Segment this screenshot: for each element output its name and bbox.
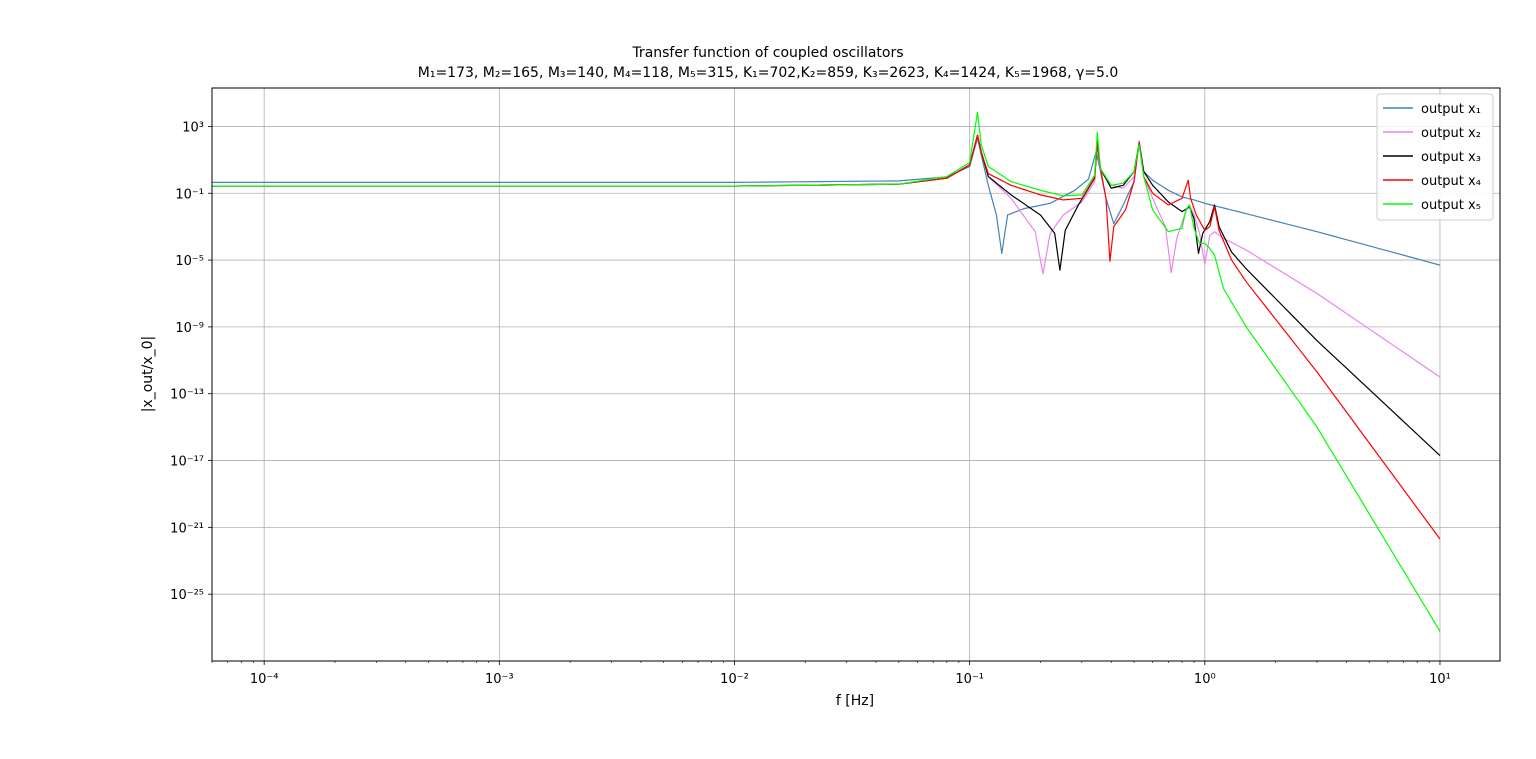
x-tick-label: 10⁻²: [720, 672, 749, 687]
series-line-3: [212, 134, 1441, 456]
x-tick-label: 10⁻⁴: [250, 672, 279, 687]
chart-title: Transfer function of coupled oscillators: [632, 45, 904, 61]
x-tick-label: 10⁻¹: [955, 672, 984, 687]
legend-label: output x₃: [1421, 150, 1481, 165]
legend-label: output x₁: [1421, 102, 1481, 117]
y-tick-label: 10³: [182, 120, 204, 135]
axis-ticks: 10⁻⁴ 10⁻³ 10⁻² 10⁻¹ 10⁰ 10¹ 10³ 10⁻¹ 10⁻⁵ 10⁻⁹ 10⁻…: [170, 120, 1451, 687]
y-tick-label: 10⁻⁵: [175, 254, 204, 269]
y-tick-label: 10⁻¹³: [170, 388, 204, 403]
y-axis-label: |x_out/x_0|: [140, 336, 156, 413]
grid: [212, 88, 1500, 661]
legend-label: output x₂: [1421, 126, 1481, 141]
x-axis-label: f [Hz]: [836, 693, 874, 709]
x-tick-label: 10⁰: [1194, 672, 1216, 687]
x-tick-label: 10¹: [1429, 672, 1451, 687]
y-tick-label: 10⁻¹: [175, 187, 204, 202]
y-tick-label: 10⁻²¹: [170, 521, 204, 536]
y-tick-label: 10⁻⁹: [175, 321, 204, 336]
series-group: [212, 111, 1441, 632]
legend-label: output x₅: [1421, 198, 1481, 213]
series-line-5: [212, 111, 1441, 632]
plot-area-frame: [211, 87, 1501, 662]
legend: output x₁ output x₂ output x₃ output x₄ outp…: [1376, 93, 1494, 221]
y-tick-label: 10⁻²⁵: [170, 588, 204, 603]
series-line-1: [212, 137, 1441, 266]
y-tick-label: 10⁻¹⁷: [170, 455, 204, 470]
series-line-4: [212, 134, 1441, 540]
x-tick-label: 10⁻³: [485, 672, 514, 687]
chart-subtitle: M₁=173, M₂=165, M₃=140, M₄=118, M₅=315, …: [417, 65, 1119, 81]
legend-label: output x₄: [1421, 174, 1481, 189]
legend-box: [1376, 93, 1494, 221]
